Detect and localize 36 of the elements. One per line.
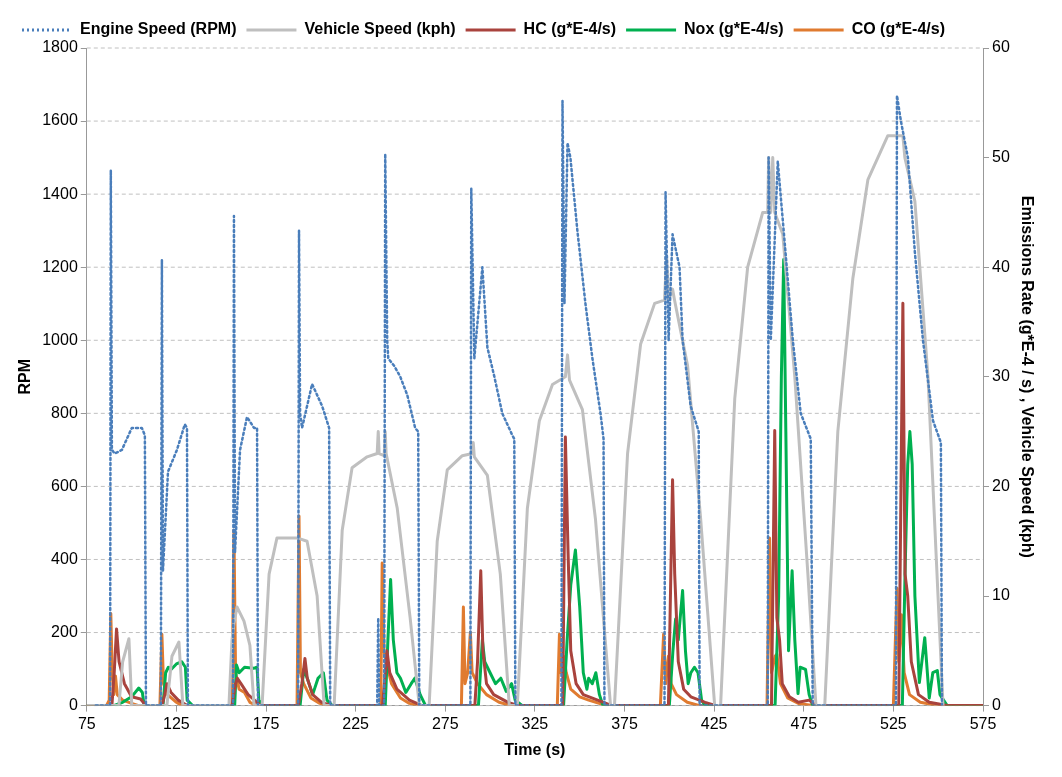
y2-tick-label: 10 [992,586,1010,604]
y2-tick-label: 50 [992,148,1010,166]
y-axis-title: RPM [16,359,34,395]
legend-label: HC (g*E-4/s) [523,20,617,38]
y-tick-label: 400 [51,549,78,567]
y2-tick-label: 20 [992,476,1010,494]
x-tick-label: 275 [431,714,459,732]
y-tick-label: 1200 [42,257,78,275]
x-tick-label: 75 [77,714,96,732]
x-tick-label: 375 [611,714,638,732]
y-tick-label: 1600 [42,111,78,129]
x-tick-label: 325 [521,714,549,732]
x-tick-label: 125 [163,714,190,732]
legend-label: CO (g*E-4/s) [851,20,945,38]
x-axis-title: Time (s) [504,740,566,758]
legend-label: Engine Speed (RPM) [80,20,237,38]
y2-axis-title: Emissions Rate (g*E-4 / s) , Vehicle Speed (kph) [1018,195,1036,558]
x-tick-label: 175 [252,714,280,732]
y-tick-label: 1000 [42,330,78,348]
y-tick-label: 1400 [42,184,78,202]
x-tick-label: 425 [700,714,728,732]
x-tick-label: 525 [880,714,907,732]
legend-label: Nox (g*E-4/s) [684,20,784,38]
y-tick-label: 800 [51,403,78,421]
y-tick-label: 600 [51,476,78,494]
y2-tick-label: 40 [992,257,1010,275]
y2-tick-label: 30 [992,367,1010,385]
y2-tick-label: 60 [992,38,1010,56]
y-tick-label: 0 [68,696,78,714]
y-tick-label: 1800 [42,38,78,56]
x-tick-label: 575 [969,714,997,732]
y2-tick-label: 0 [992,696,1001,714]
x-tick-label: 475 [790,714,818,732]
legend-label: Vehicle Speed (kph) [304,20,456,38]
x-tick-label: 225 [342,714,370,732]
y-tick-label: 200 [51,622,78,640]
